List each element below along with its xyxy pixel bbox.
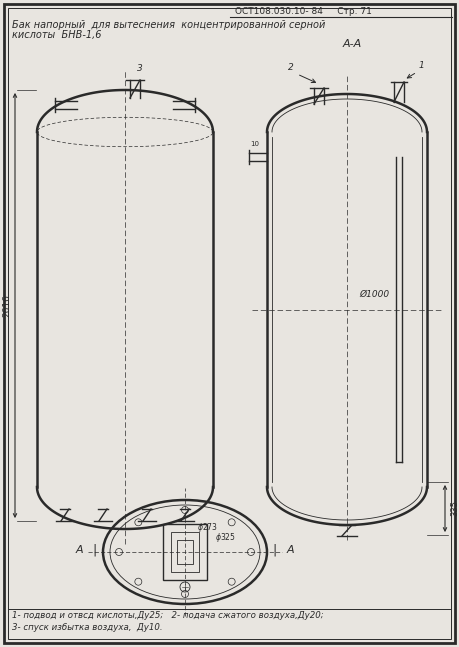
Text: А-А: А-А bbox=[342, 39, 362, 49]
Text: $\phi$325: $\phi$325 bbox=[215, 531, 236, 544]
Text: А: А bbox=[75, 545, 83, 555]
Text: 1: 1 bbox=[418, 61, 424, 70]
Text: Бак напорный  для вытеснения  концентрированной серной: Бак напорный для вытеснения концентриров… bbox=[12, 20, 325, 30]
Text: 3: 3 bbox=[137, 64, 143, 73]
Text: |: | bbox=[93, 543, 97, 556]
Bar bbox=[171, 532, 199, 572]
Text: кислоты  БНВ-1,6: кислоты БНВ-1,6 bbox=[12, 30, 101, 40]
Text: Ø1000: Ø1000 bbox=[359, 290, 389, 299]
Text: 3- спуск избытка воздуха,  Ду10.: 3- спуск избытка воздуха, Ду10. bbox=[12, 623, 162, 632]
Text: 2: 2 bbox=[288, 63, 294, 72]
Text: 2616: 2616 bbox=[2, 294, 11, 317]
Text: 1- подвод и отвсд кислоты,Ду25;   2- подача сжатого воздуха,Ду20;: 1- подвод и отвсд кислоты,Ду25; 2- подач… bbox=[12, 611, 324, 620]
Text: 335: 335 bbox=[450, 501, 459, 516]
Text: А: А bbox=[287, 545, 295, 555]
Bar bbox=[163, 524, 207, 580]
Text: $\phi$273: $\phi$273 bbox=[197, 521, 218, 534]
Text: ОСТ108.030.10- 84     Стр. 71: ОСТ108.030.10- 84 Стр. 71 bbox=[235, 7, 372, 16]
Text: 10: 10 bbox=[251, 141, 259, 147]
Bar bbox=[177, 540, 193, 564]
Text: |: | bbox=[273, 543, 277, 556]
